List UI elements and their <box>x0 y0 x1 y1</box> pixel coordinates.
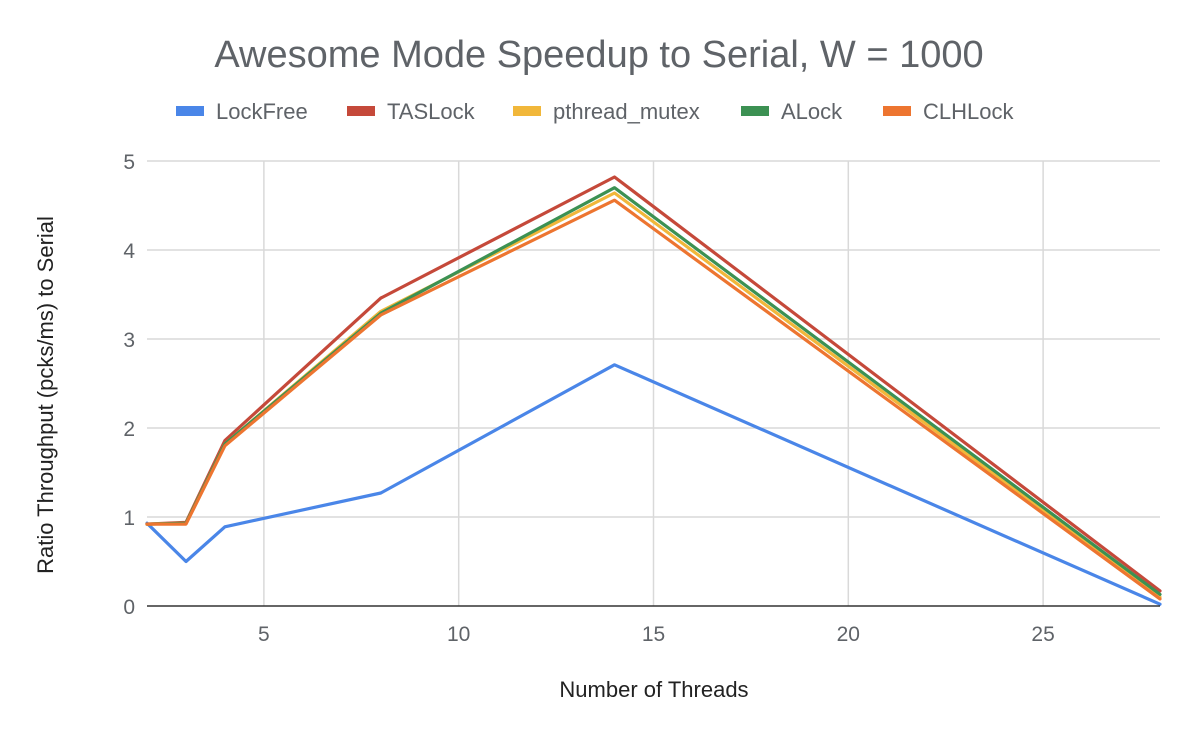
legend: LockFree TASLock pthread_mutex ALock CLHLock <box>176 99 1014 124</box>
x-axis-label: Number of Threads <box>559 677 748 702</box>
legend-label-pthread-mutex: pthread_mutex <box>553 99 700 124</box>
legend-swatch-pthread-mutex <box>513 106 541 116</box>
series-line-clhlock <box>145 198 1162 601</box>
legend-label-taslock: TASLock <box>387 99 476 124</box>
x-tick-label: 25 <box>1031 623 1054 646</box>
gridlines <box>147 160 1160 606</box>
y-tick-label: 0 <box>123 596 135 619</box>
legend-swatch-lockfree <box>176 106 204 116</box>
y-tick-label: 3 <box>123 329 135 352</box>
legend-swatch-clhlock <box>883 106 911 116</box>
legend-swatch-taslock <box>347 106 375 116</box>
legend-label-alock: ALock <box>781 99 843 124</box>
y-axis-label: Ratio Throughput (pcks/ms) to Serial <box>33 216 58 574</box>
series-line-lockfree <box>145 363 1162 606</box>
y-tick-label: 4 <box>123 240 135 263</box>
series-lines <box>145 175 1162 606</box>
x-tick-label: 15 <box>642 623 665 646</box>
y-tick-label: 1 <box>123 507 135 530</box>
x-tick-label: 10 <box>447 623 470 646</box>
x-tick-label: 20 <box>837 623 860 646</box>
y-tick-label: 2 <box>123 418 135 441</box>
x-axis-ticks: 5 10 15 20 25 <box>258 623 1055 646</box>
legend-swatch-alock <box>741 106 769 116</box>
chart-title: Awesome Mode Speedup to Serial, W = 1000 <box>214 34 983 76</box>
x-tick-label: 5 <box>258 623 270 646</box>
legend-label-lockfree: LockFree <box>216 99 308 124</box>
y-tick-label: 5 <box>123 151 135 174</box>
legend-label-clhlock: CLHLock <box>923 99 1014 124</box>
y-axis-ticks: 0 1 2 3 4 5 <box>123 151 135 619</box>
